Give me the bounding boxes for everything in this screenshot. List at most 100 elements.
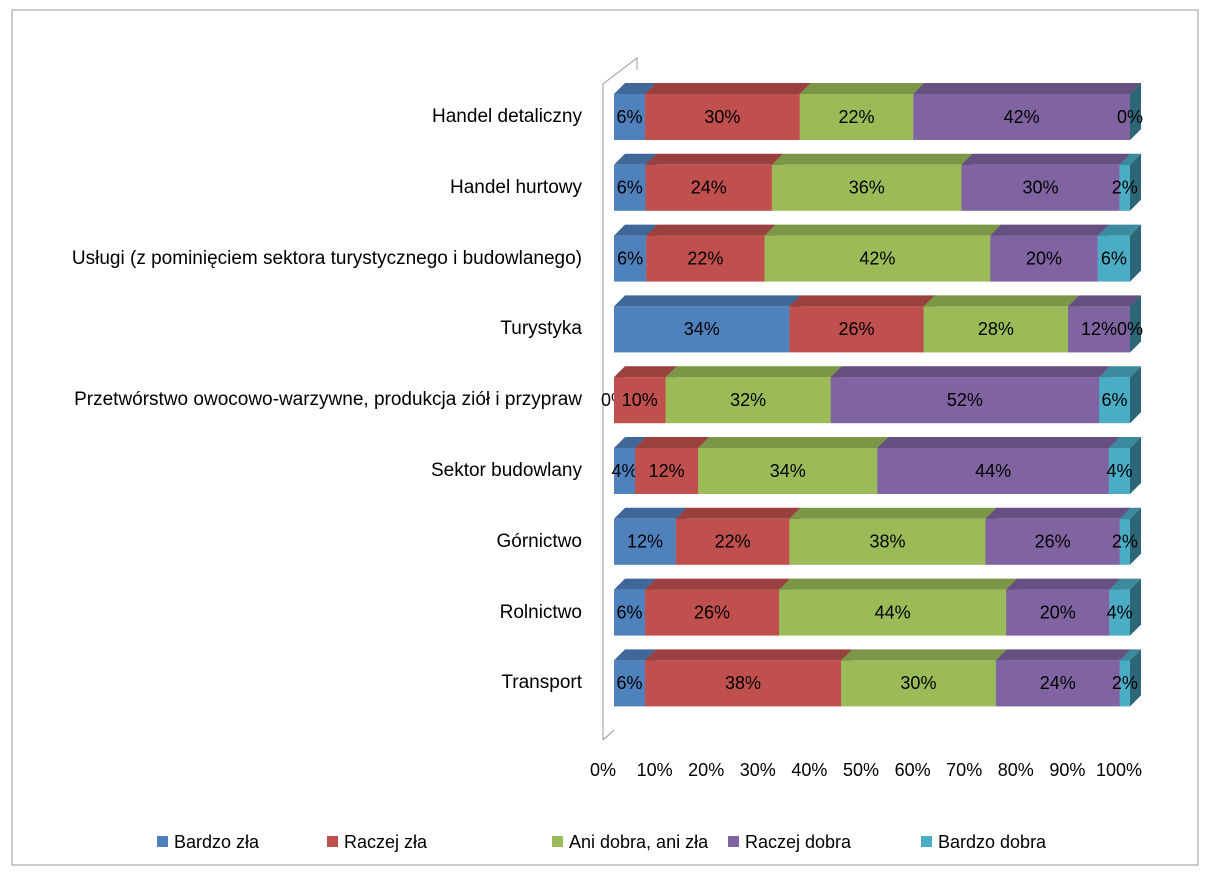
bar-top (614, 366, 677, 378)
bar-top (698, 437, 889, 448)
bar-top (990, 224, 1109, 236)
axis-floor (602, 729, 615, 741)
data-label: 6% (1101, 248, 1127, 268)
bar (995, 660, 1120, 707)
bar (645, 164, 772, 211)
legend-swatch (552, 836, 563, 847)
x-tick-label: 40% (791, 760, 827, 780)
bar-side (1130, 224, 1141, 282)
data-label: 28% (978, 319, 1014, 339)
data-label: 0% (1117, 319, 1143, 339)
bar (614, 235, 647, 282)
y-tick-label: Sektor budowlany (430, 460, 582, 481)
bar-side (1130, 83, 1141, 140)
bar-side (1130, 578, 1141, 636)
bar (698, 448, 878, 494)
bar-top (665, 366, 842, 378)
bar (644, 94, 800, 140)
bar-top (1097, 224, 1141, 236)
bar-top (614, 153, 657, 165)
data-label: 6% (616, 602, 642, 622)
bar (1119, 518, 1130, 565)
bar (644, 589, 780, 636)
bar (990, 235, 1098, 282)
data-label: 30% (900, 673, 936, 693)
data-label: 42% (1004, 107, 1040, 127)
bar (1097, 235, 1130, 282)
bar-top (1068, 295, 1141, 307)
bar-top (614, 295, 801, 307)
bar-top (1099, 366, 1141, 378)
data-label: 20% (1040, 602, 1076, 622)
data-label: 6% (616, 107, 642, 127)
bar-top (799, 83, 925, 94)
bar-top (644, 83, 811, 94)
bar-side (1130, 437, 1141, 494)
bar-top (961, 153, 1131, 165)
y-tick-label: Rolnictwo (499, 601, 582, 623)
x-tick-label: 10% (637, 760, 673, 780)
x-tick-label: 70% (946, 760, 982, 780)
data-label: 6% (1102, 390, 1128, 410)
data-label: 6% (616, 673, 642, 693)
data-label: 2% (1112, 178, 1138, 198)
bar (1119, 660, 1130, 707)
data-label: 4% (612, 461, 638, 481)
bar-top (771, 153, 973, 165)
bar-top (830, 366, 1111, 378)
bar (961, 164, 1120, 211)
bar (841, 660, 996, 707)
data-label: 24% (691, 178, 727, 198)
bar (799, 94, 914, 140)
bar-top (764, 224, 1002, 236)
bar-top (635, 437, 710, 448)
bar-top (614, 437, 647, 448)
x-tick-label: 90% (1049, 760, 1085, 780)
legend-label: Ani dobra, ani zła (569, 832, 709, 852)
bar-top (645, 153, 783, 165)
data-label: 4% (1106, 461, 1132, 481)
bar (1068, 306, 1130, 353)
data-label: 24% (1040, 673, 1076, 693)
bar-side (1130, 366, 1141, 424)
data-label: 26% (694, 602, 730, 622)
data-label: 2% (1112, 532, 1138, 552)
bar-top (644, 578, 791, 590)
data-label: 34% (684, 319, 720, 339)
bar-side (1130, 153, 1141, 211)
bar (771, 164, 962, 211)
bar (764, 235, 991, 282)
bar (923, 306, 1069, 353)
bar-top (1119, 153, 1141, 165)
bar-side (1130, 649, 1141, 707)
bar (614, 377, 666, 424)
bar (614, 448, 636, 494)
data-label: 6% (617, 178, 643, 198)
bar-top (644, 649, 853, 661)
bar-top (1006, 578, 1121, 590)
data-label: 22% (839, 107, 875, 127)
y-tick-label: Usługi (z pominięciem sektora turystyczn… (71, 247, 582, 269)
x-tick-label: 30% (740, 760, 776, 780)
data-label: 38% (869, 532, 905, 552)
legend-swatch (921, 836, 932, 847)
data-label: 12% (649, 461, 685, 481)
bar-top (1108, 437, 1141, 448)
bar (877, 448, 1109, 494)
legend-swatch (327, 836, 338, 847)
bar (789, 306, 924, 353)
bar (614, 164, 646, 211)
legend-label: Bardzo zła (174, 832, 260, 852)
x-tick-label: 50% (843, 760, 879, 780)
data-label: 44% (975, 461, 1011, 481)
bar (1006, 589, 1110, 636)
bar-top (646, 224, 776, 236)
bar-top (1119, 649, 1141, 661)
data-label: 12% (627, 532, 663, 552)
bar-top (923, 295, 1080, 307)
data-label: 32% (730, 390, 766, 410)
bar (830, 377, 1100, 424)
data-label: 38% (725, 673, 761, 693)
